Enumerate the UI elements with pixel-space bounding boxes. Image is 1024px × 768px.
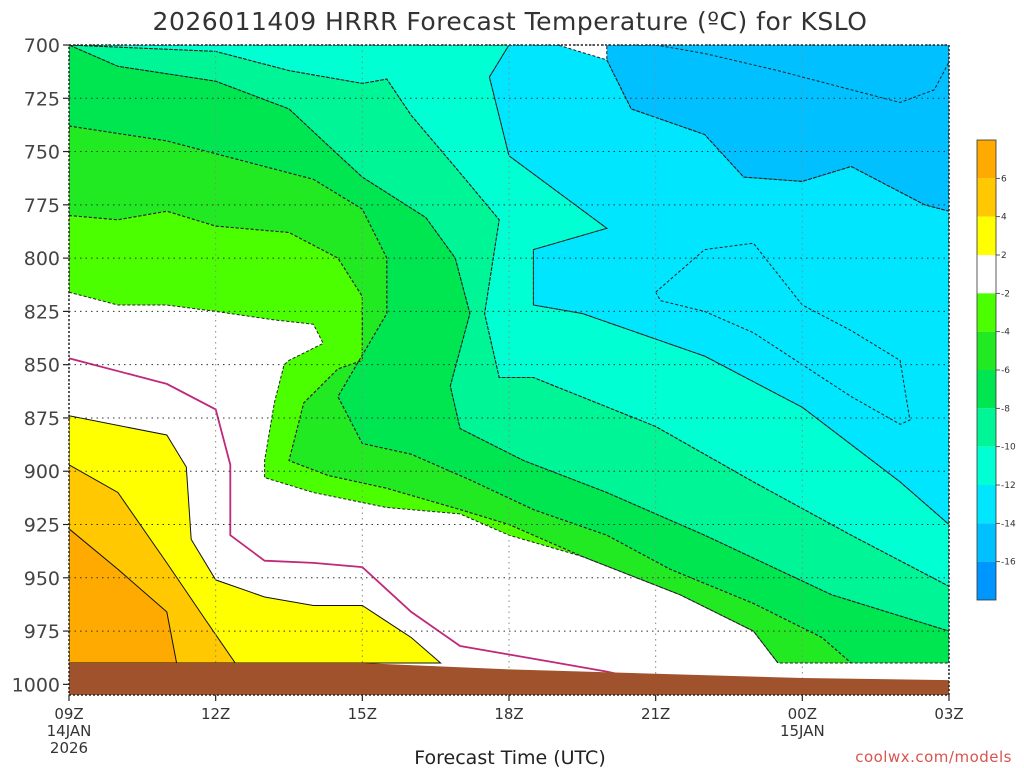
colorbar-bin bbox=[977, 216, 996, 255]
x-tick-label: 12Z bbox=[201, 705, 230, 723]
freezing-line bbox=[69, 357, 656, 684]
y-tick-label: 975 bbox=[24, 621, 60, 643]
colorbar-bin bbox=[977, 178, 996, 217]
isotherm-region-8 bbox=[69, 211, 778, 663]
colorbar-label: -16 bbox=[1001, 558, 1016, 568]
x-tick-label: 18Z bbox=[494, 705, 523, 723]
colorbar-bin bbox=[977, 485, 996, 524]
colorbar-bin bbox=[977, 255, 996, 294]
y-tick-label: 700 bbox=[24, 35, 60, 57]
y-tick-label: 1000 bbox=[12, 674, 60, 696]
y-tick-label: 875 bbox=[24, 408, 60, 430]
x-tick-date: 15JAN bbox=[780, 722, 825, 740]
isotherm-contour-6 bbox=[69, 45, 949, 664]
x-axis-label: Forecast Time (UTC) bbox=[414, 747, 605, 768]
isotherm-region-6 bbox=[69, 45, 949, 663]
y-tick-label: 925 bbox=[24, 515, 60, 537]
colorbar-bin bbox=[977, 331, 996, 370]
credit-text: coolwx.com/models bbox=[855, 748, 1012, 766]
y-tick-label: 825 bbox=[24, 301, 60, 323]
colorbar-bin bbox=[977, 561, 996, 600]
colorbar-label: -14 bbox=[1001, 519, 1016, 529]
colorbar-label: 4 bbox=[1001, 213, 1007, 223]
colorbar-label: 6 bbox=[1001, 174, 1007, 184]
y-tick-label: 725 bbox=[24, 88, 60, 110]
ground-layer bbox=[69, 663, 949, 695]
isotherm-contour-0 bbox=[655, 45, 949, 104]
ground-area bbox=[69, 663, 949, 695]
y-axis: 700 725 750 775 800 825 850 875 900 925 950 975 1000 bbox=[12, 35, 69, 696]
colorbar-label: -2 bbox=[1001, 289, 1010, 299]
isotherm-contour-11 bbox=[69, 528, 178, 664]
y-tick-label: 900 bbox=[24, 461, 60, 483]
isotherm-region-7 bbox=[69, 126, 852, 663]
isotherm-region-3 bbox=[489, 45, 949, 525]
y-tick-label: 775 bbox=[24, 195, 60, 217]
colorbar-bin bbox=[977, 370, 996, 409]
colorbar-label: -4 bbox=[1001, 328, 1010, 338]
colorbar-bin bbox=[977, 293, 996, 332]
isotherm-region-11 bbox=[69, 528, 177, 663]
colorbar-label: -8 bbox=[1001, 404, 1010, 414]
isotherm-contour-10 bbox=[69, 464, 237, 664]
isotherm-region-5 bbox=[69, 45, 949, 632]
x-tick-label: 00Z bbox=[788, 705, 817, 723]
colorbar-bin bbox=[977, 140, 996, 179]
isotherm-lines bbox=[69, 45, 949, 684]
isotherm-region-1 bbox=[606, 45, 949, 212]
colorbar-label: -6 bbox=[1001, 366, 1010, 376]
isotherm-contour-8 bbox=[69, 210, 779, 664]
x-tick-date: 14JAN bbox=[47, 722, 92, 740]
colorbar-label: -12 bbox=[1001, 481, 1016, 491]
colorbar-bin bbox=[977, 446, 996, 485]
x-tick-label: 03Z bbox=[934, 705, 963, 723]
temperature-fill-layer bbox=[69, 45, 949, 663]
colorbar-bin bbox=[977, 523, 996, 562]
y-tick-label: 800 bbox=[24, 248, 60, 270]
chart-title: 2026011409 HRRR Forecast Temperature (ºC… bbox=[153, 7, 868, 36]
y-tick-label: 950 bbox=[24, 568, 60, 590]
x-tick-year: 2026 bbox=[50, 739, 88, 757]
colorbar: 6 4 2 -2 -4 -6 -8 -10 -12 -14 -16 bbox=[976, 139, 1016, 601]
isotherm-contour-7 bbox=[69, 125, 853, 664]
colorbar-label: 2 bbox=[1001, 251, 1007, 261]
colorbar-label: -10 bbox=[1001, 443, 1016, 453]
x-tick-label: 09Z bbox=[54, 705, 83, 723]
y-tick-label: 850 bbox=[24, 355, 60, 377]
isotherm-contour-5 bbox=[69, 45, 949, 632]
colorbar-bin bbox=[977, 408, 996, 447]
x-tick-label: 21Z bbox=[641, 705, 670, 723]
x-tick-label: 15Z bbox=[348, 705, 377, 723]
isotherm-contour-2 bbox=[655, 242, 911, 425]
y-tick-label: 750 bbox=[24, 142, 60, 164]
